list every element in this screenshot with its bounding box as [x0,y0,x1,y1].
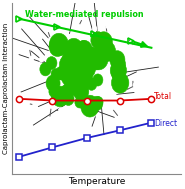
Circle shape [110,51,125,69]
Circle shape [99,41,116,61]
Circle shape [46,75,60,91]
Circle shape [62,50,79,71]
Text: Direct: Direct [154,119,177,128]
Circle shape [65,50,80,67]
X-axis label: Temperature: Temperature [68,177,126,186]
Circle shape [68,45,85,64]
Circle shape [64,40,80,59]
Circle shape [110,61,127,80]
Circle shape [67,60,81,76]
Circle shape [72,65,83,79]
Circle shape [39,57,44,62]
Circle shape [76,24,81,29]
Circle shape [81,95,99,117]
Circle shape [131,75,135,81]
Circle shape [33,102,37,108]
Circle shape [53,89,67,105]
Circle shape [29,56,34,61]
Circle shape [133,83,138,88]
Circle shape [49,33,68,56]
Circle shape [58,108,63,113]
Circle shape [55,46,60,51]
Circle shape [61,84,71,96]
Circle shape [80,60,95,78]
Circle shape [68,53,86,74]
Circle shape [95,32,112,52]
Circle shape [73,64,92,86]
Circle shape [47,90,52,95]
Circle shape [86,78,97,90]
Circle shape [90,54,103,70]
Circle shape [91,96,103,111]
Circle shape [105,32,110,37]
Circle shape [87,109,91,114]
Circle shape [80,59,92,74]
Circle shape [65,79,74,90]
Circle shape [49,86,58,97]
Circle shape [48,37,53,42]
Circle shape [46,57,57,69]
Circle shape [93,74,103,86]
Circle shape [79,57,91,71]
Circle shape [69,74,78,85]
Circle shape [51,69,60,79]
Text: Total: Total [154,92,172,101]
Circle shape [65,38,83,60]
Circle shape [94,97,103,107]
Circle shape [59,55,75,74]
Circle shape [127,41,132,47]
Circle shape [67,78,81,95]
Circle shape [109,105,114,111]
Circle shape [85,47,99,64]
Circle shape [131,45,136,50]
Circle shape [89,47,108,70]
Circle shape [114,88,119,94]
Circle shape [40,63,51,76]
Text: Water-mediated repulsion: Water-mediated repulsion [25,10,143,19]
Circle shape [75,97,84,108]
Circle shape [51,86,69,107]
Circle shape [68,72,79,85]
Circle shape [112,68,123,81]
Circle shape [114,57,126,71]
Circle shape [65,28,69,33]
Circle shape [61,64,80,87]
Circle shape [101,41,110,53]
Circle shape [56,67,66,80]
Circle shape [96,113,100,118]
Circle shape [49,103,54,108]
Circle shape [73,53,89,73]
Circle shape [73,82,89,101]
Circle shape [91,32,105,49]
Y-axis label: Caprolactam-Caprolactam Interaction: Caprolactam-Caprolactam Interaction [4,23,9,154]
Circle shape [63,92,74,105]
Circle shape [49,37,66,57]
Circle shape [111,72,129,93]
Circle shape [75,58,90,76]
Circle shape [110,38,115,43]
Circle shape [56,69,65,80]
Circle shape [105,22,110,28]
Circle shape [92,26,97,32]
Circle shape [76,40,92,60]
Circle shape [90,51,102,66]
Circle shape [78,41,90,55]
